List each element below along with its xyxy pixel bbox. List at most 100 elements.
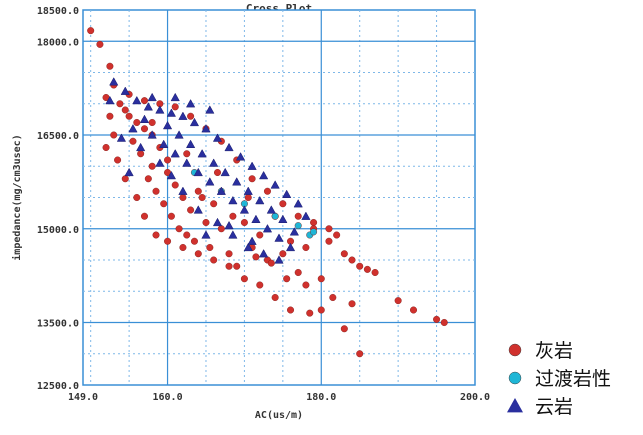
data-point [410, 306, 418, 314]
data-point [136, 142, 146, 152]
data-point [274, 255, 284, 264]
legend-marker-3 [507, 398, 523, 413]
data-point [259, 249, 269, 258]
data-point [178, 111, 188, 120]
data-point [162, 120, 173, 130]
data-point [340, 250, 348, 258]
data-point [233, 262, 241, 270]
y-tick-label: 12500.0 [37, 381, 79, 392]
data-point [306, 309, 314, 317]
x-tick-label: 160.0 [152, 392, 182, 403]
data-point [175, 225, 183, 233]
data-point [274, 233, 284, 242]
data-point [132, 95, 142, 105]
y-axis-ticks: 18500.0 18000.0 16500.0 15000.0 13500.0 12500… [37, 6, 79, 392]
data-point [212, 217, 223, 227]
data-point [251, 214, 261, 223]
data-point [178, 186, 188, 195]
data-point [301, 211, 311, 220]
data-point [294, 222, 302, 230]
data-point [433, 315, 441, 323]
data-point [248, 175, 256, 183]
x-tick-label: 180.0 [306, 392, 336, 403]
legend-marker-1 [508, 343, 522, 357]
data-point [302, 243, 310, 251]
data-point [232, 177, 242, 186]
data-point [256, 231, 264, 239]
data-point [240, 218, 248, 226]
y-tick-label: 13500.0 [37, 319, 79, 330]
data-point [363, 265, 371, 273]
data-point [166, 108, 177, 117]
data-point [217, 225, 225, 233]
data-point [293, 199, 303, 208]
data-point [128, 124, 138, 133]
data-point [114, 156, 122, 164]
data-point [240, 275, 248, 283]
data-point [194, 250, 202, 258]
data-point [183, 231, 191, 239]
legend-marker-2 [508, 371, 522, 385]
data-point [243, 242, 253, 252]
data-point [209, 158, 219, 167]
data-point [267, 259, 275, 267]
data-point [152, 231, 160, 239]
data-point [189, 117, 200, 127]
data-point [206, 243, 214, 251]
data-point [187, 112, 195, 120]
data-point [243, 186, 253, 195]
data-point [256, 281, 264, 289]
data-point [102, 143, 110, 151]
data-point [140, 125, 148, 133]
data-point [228, 230, 238, 239]
data-point [259, 170, 269, 180]
data-point [152, 187, 160, 195]
data-point [394, 297, 402, 305]
data-point [171, 181, 179, 189]
data-point [205, 177, 215, 186]
data-point [210, 200, 218, 208]
data-point [170, 149, 180, 158]
data-point [310, 218, 318, 226]
data-point [143, 102, 153, 111]
data-point [179, 243, 187, 251]
y-tick-label: 16500.0 [37, 131, 79, 142]
data-point [105, 95, 115, 105]
data-point [329, 294, 337, 302]
data-point [317, 306, 325, 314]
data-point [270, 180, 280, 189]
data-point [285, 242, 296, 252]
y-axis-label: impedance(mg/cm3usec) [11, 134, 23, 260]
data-point [198, 193, 206, 201]
data-point [210, 256, 218, 264]
data-point [155, 105, 165, 114]
data-point [289, 227, 299, 236]
data-point [187, 206, 195, 214]
data-point [164, 237, 172, 245]
data-point [174, 130, 184, 139]
data-point [220, 167, 230, 177]
data-point [155, 158, 165, 167]
data-point [133, 118, 141, 126]
data-point [224, 142, 234, 152]
data-point [266, 205, 276, 214]
data-point [160, 200, 168, 208]
data-point [140, 97, 148, 105]
data-point [87, 27, 95, 35]
data-point [144, 175, 152, 183]
data-point [125, 112, 133, 120]
data-point [255, 195, 265, 205]
data-point [147, 130, 157, 139]
data-point [371, 269, 379, 277]
data-point [182, 158, 192, 167]
data-point [440, 319, 448, 327]
data-point [282, 189, 292, 198]
data-point [129, 137, 137, 145]
data-point [224, 220, 234, 230]
data-point [333, 231, 341, 239]
data-point [116, 100, 124, 108]
data-point [179, 193, 187, 201]
y-tick-label: 18000.0 [37, 37, 79, 48]
data-point [120, 86, 130, 95]
